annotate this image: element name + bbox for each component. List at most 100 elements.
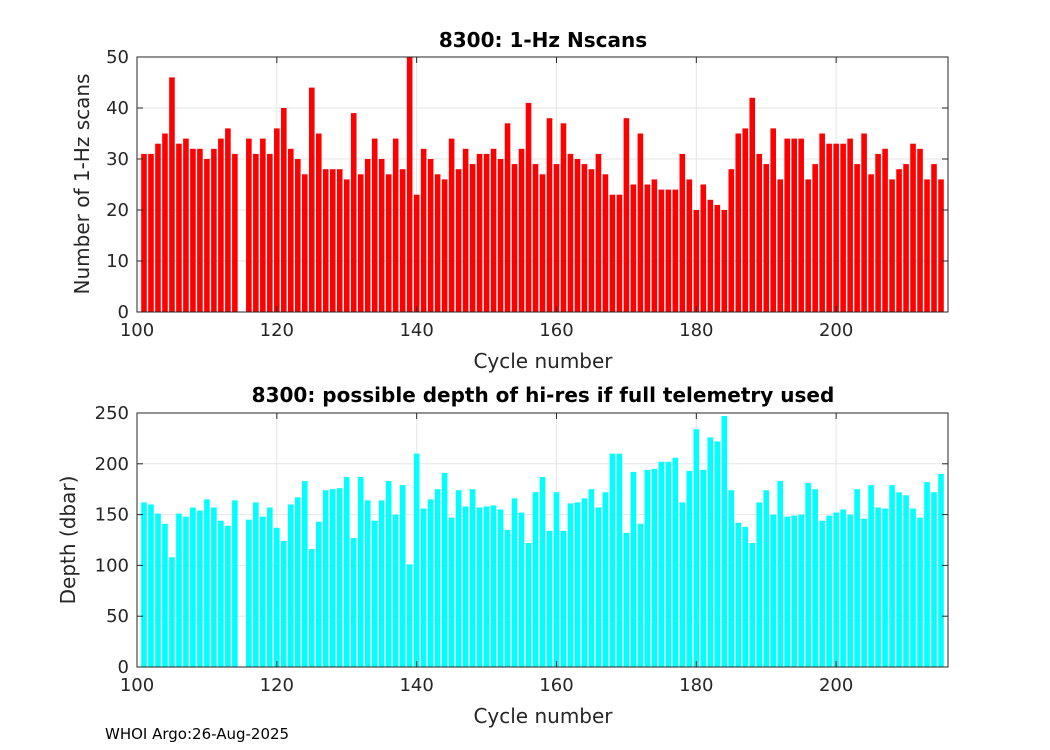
nscans-bar bbox=[190, 148, 196, 312]
nscans-bar bbox=[385, 174, 392, 312]
nscans-bar bbox=[742, 128, 749, 312]
depth-x-tick-label: 180 bbox=[679, 675, 713, 696]
nscans-bar bbox=[392, 138, 399, 312]
depth-bar bbox=[350, 537, 357, 667]
nscans-bar bbox=[651, 179, 658, 312]
depth-bar bbox=[420, 508, 427, 667]
nscans-bar bbox=[560, 123, 567, 312]
depth-bar bbox=[609, 453, 616, 667]
nscans-bar bbox=[295, 159, 301, 312]
depth-bar bbox=[581, 498, 588, 667]
nscans-bar bbox=[462, 148, 469, 312]
depth-bar bbox=[190, 507, 196, 667]
depth-bar bbox=[889, 485, 895, 667]
nscans-bar bbox=[700, 184, 707, 312]
nscans-bar bbox=[469, 164, 476, 312]
depth-bar bbox=[197, 510, 203, 667]
depth-bar bbox=[875, 507, 881, 667]
depth-bar bbox=[721, 416, 728, 667]
depth-bar bbox=[567, 503, 574, 667]
nscans-bar bbox=[169, 77, 175, 313]
nscans-bar bbox=[798, 138, 804, 312]
depth-bar bbox=[504, 529, 511, 667]
depth-bar bbox=[406, 564, 413, 667]
depth-bar bbox=[483, 506, 490, 667]
nscans-bar bbox=[476, 153, 483, 312]
nscans-y-tick-label: 30 bbox=[106, 149, 129, 170]
nscans-title: 8300: 1-Hz Nscans bbox=[439, 28, 647, 52]
nscans-bar bbox=[225, 128, 231, 312]
depth-bar bbox=[225, 525, 231, 667]
nscans-bar bbox=[707, 199, 714, 312]
depth-bar bbox=[791, 515, 797, 667]
nscans-bar bbox=[665, 189, 672, 312]
nscans-bar bbox=[917, 148, 923, 312]
nscans-bar bbox=[749, 97, 756, 312]
nscans-x-tick-label: 120 bbox=[260, 320, 294, 341]
nscans-bar bbox=[602, 174, 609, 312]
nscans-bar bbox=[714, 204, 721, 312]
depth-title: 8300: possible depth of hi-res if full t… bbox=[252, 383, 835, 407]
depth-bar bbox=[784, 516, 790, 667]
depth-bar bbox=[511, 498, 518, 667]
nscans-bar bbox=[840, 143, 846, 312]
depth-bar bbox=[756, 502, 763, 667]
depth-bar bbox=[176, 513, 182, 667]
depth-bar bbox=[847, 514, 853, 667]
depth-bar bbox=[686, 470, 693, 667]
depth-bar bbox=[602, 492, 609, 667]
depth-bar bbox=[232, 500, 238, 667]
nscans-bar bbox=[553, 164, 560, 312]
nscans-bar bbox=[260, 138, 266, 312]
depth-bar bbox=[148, 504, 154, 667]
nscans-bar bbox=[274, 128, 280, 312]
depth-bar bbox=[141, 502, 147, 667]
depth-bar bbox=[574, 502, 581, 667]
nscans-axes-box bbox=[136, 56, 949, 313]
nscans-bar bbox=[623, 118, 630, 312]
nscans-bar bbox=[281, 108, 287, 312]
depth-bar bbox=[868, 485, 874, 667]
depth-x-tick-label: 200 bbox=[819, 675, 853, 696]
depth-bar bbox=[777, 481, 784, 667]
depth-x-tick-label: 100 bbox=[120, 675, 154, 696]
nscans-x-tick-label: 100 bbox=[120, 320, 154, 341]
depth-bar bbox=[693, 429, 700, 667]
nscans-bar bbox=[812, 164, 818, 312]
nscans-bar bbox=[413, 194, 420, 312]
nscans-bar bbox=[434, 174, 441, 312]
depth-bar bbox=[588, 489, 595, 667]
nscans-x-ticks: 100 120 140 160 180 200 bbox=[120, 57, 853, 341]
nscans-bar bbox=[497, 159, 504, 312]
depth-bar bbox=[630, 471, 637, 667]
depth-bar bbox=[595, 507, 602, 667]
nscans-bar bbox=[938, 179, 944, 312]
nscans-bar bbox=[931, 164, 937, 312]
nscans-bar bbox=[546, 118, 553, 312]
nscans-x-tick-label: 140 bbox=[399, 320, 433, 341]
depth-bar bbox=[308, 549, 315, 667]
nscans-bar bbox=[567, 153, 574, 312]
nscans-bar bbox=[420, 148, 427, 312]
depth-bar bbox=[518, 512, 525, 667]
depth-x-ticks: 100 120 140 160 180 200 bbox=[120, 413, 853, 696]
nscans-bar bbox=[253, 153, 259, 312]
nscans-x-label: Cycle number bbox=[473, 349, 613, 373]
nscans-bar bbox=[162, 133, 168, 312]
nscans-bar bbox=[910, 143, 916, 312]
nscans-bar bbox=[791, 138, 797, 312]
depth-bar bbox=[714, 441, 721, 667]
depth-bar bbox=[288, 504, 294, 667]
depth-x-tick-label: 140 bbox=[399, 675, 433, 696]
nscans-bar bbox=[301, 174, 308, 312]
nscans-bar bbox=[518, 148, 525, 312]
nscans-bar bbox=[581, 164, 588, 312]
depth-y-ticks: 0 50 100 150 200 250 bbox=[95, 403, 948, 678]
nscans-bar bbox=[784, 138, 790, 312]
depth-bar bbox=[490, 505, 497, 667]
depth-y-tick-label: 150 bbox=[95, 505, 129, 526]
nscans-bar bbox=[805, 179, 811, 312]
nscans-bar bbox=[525, 102, 532, 313]
depth-bar bbox=[413, 453, 420, 667]
nscans-bar bbox=[728, 169, 735, 312]
